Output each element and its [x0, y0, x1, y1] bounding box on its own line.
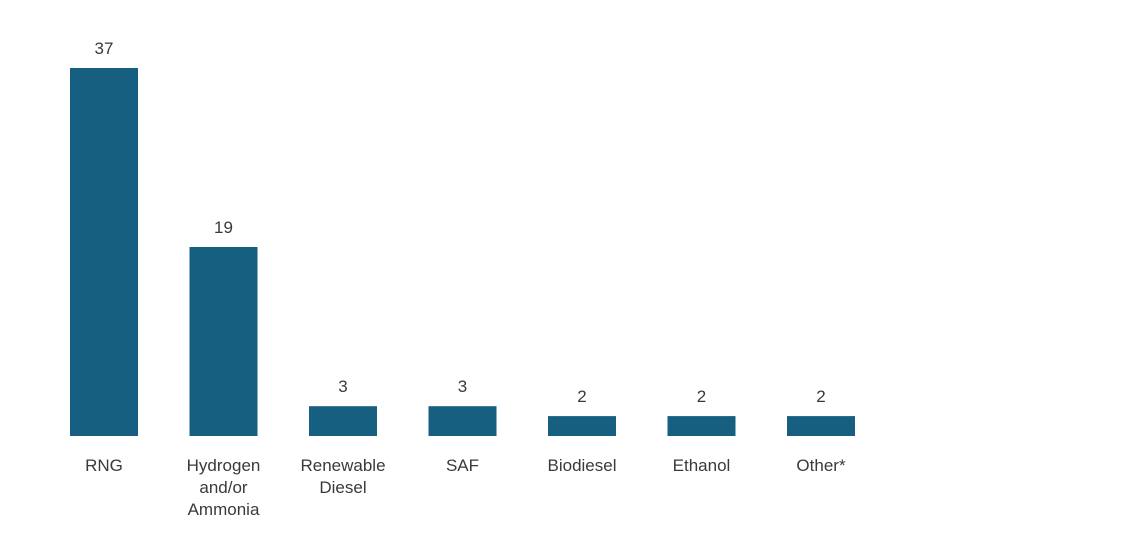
- bars-group: [70, 68, 855, 436]
- data-label-1: 19: [214, 218, 233, 237]
- x-tick-label-line: RNG: [85, 456, 123, 475]
- bar-0: [70, 68, 138, 436]
- data-label-6: 2: [816, 387, 825, 406]
- x-tick-label-line: Ammonia: [188, 500, 260, 519]
- data-label-3: 3: [458, 377, 467, 396]
- data-label-2: 3: [338, 377, 347, 396]
- x-tick-labels-group: RNG Hydrogen and/or Ammonia Renewable Diesel S…: [85, 456, 846, 519]
- bar-4: [548, 416, 616, 436]
- x-tick-label-line: and/or: [199, 478, 248, 497]
- x-tick-label-line: SAF: [446, 456, 479, 475]
- bar-1: [189, 247, 258, 436]
- x-tick-label-4: Biodiesel: [548, 456, 617, 475]
- data-label-4: 2: [577, 387, 586, 406]
- bar-5: [667, 416, 736, 436]
- x-tick-label-line: Biodiesel: [548, 456, 617, 475]
- x-tick-label-1: Hydrogen and/or Ammonia: [187, 456, 261, 519]
- x-tick-label-line: Hydrogen: [187, 456, 261, 475]
- x-tick-label-2: Renewable Diesel: [300, 456, 385, 497]
- data-label-0: 37: [95, 39, 114, 58]
- x-tick-label-line: Renewable: [300, 456, 385, 475]
- x-tick-label-line: Diesel: [319, 478, 366, 497]
- x-tick-label-3: SAF: [446, 456, 479, 475]
- x-tick-label-6: Other*: [796, 456, 846, 475]
- bar-6: [787, 416, 855, 436]
- data-labels-group: 37 19 3 3 2 2 2: [95, 39, 826, 406]
- x-tick-label-5: Ethanol: [673, 456, 731, 475]
- data-label-5: 2: [697, 387, 706, 406]
- x-tick-label-0: RNG: [85, 456, 123, 475]
- bar-3: [428, 406, 497, 436]
- x-tick-label-line: Ethanol: [673, 456, 731, 475]
- bar-2: [309, 406, 377, 436]
- x-tick-label-line: Other*: [796, 456, 846, 475]
